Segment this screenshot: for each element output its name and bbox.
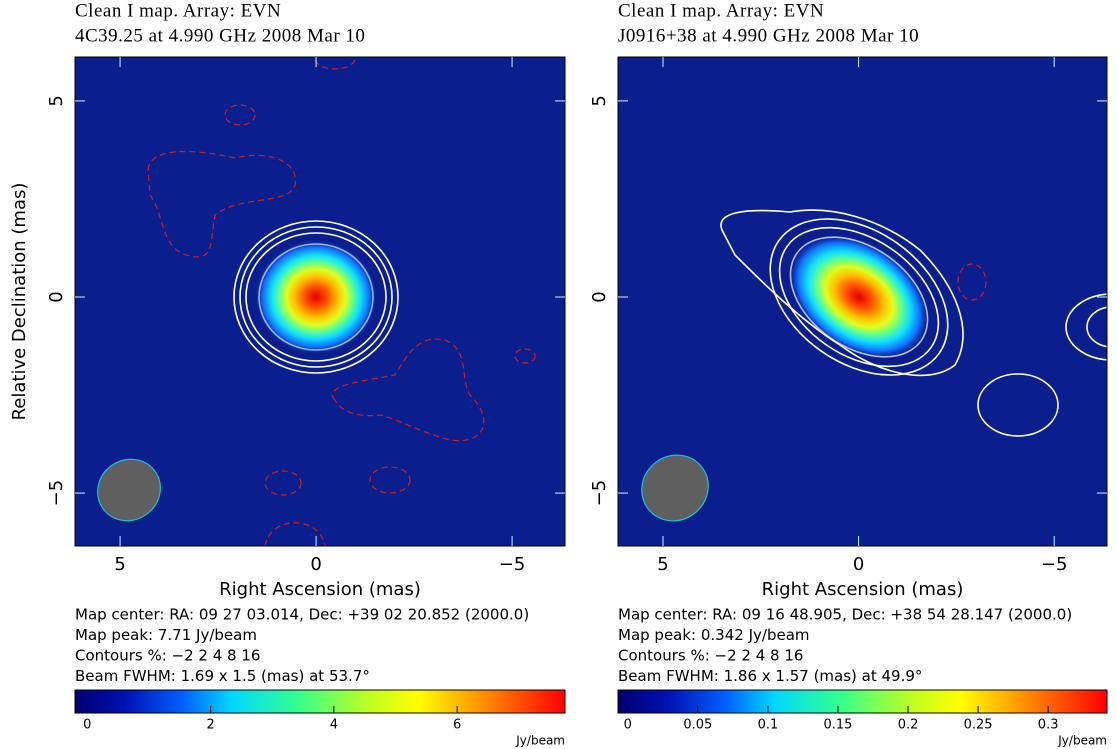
colorbar-tick-label: 4 [330, 718, 338, 733]
y-tick-label: 0 [589, 291, 610, 302]
page: Clean I map. Array: EVN 4C39.25 at 4.990 … [0, 0, 1117, 749]
colorbar-tick-label: 0 [83, 718, 91, 733]
map-image [75, 57, 565, 546]
map-note: Contours %: −2 2 4 8 16 [618, 647, 803, 665]
colorbar-tick-label: 2 [206, 718, 214, 733]
colorbar-tick-label: 0.15 [824, 718, 853, 733]
x-tick-label: 0 [310, 554, 321, 575]
y-tick-label: 5 [589, 95, 610, 106]
map-note: Map peak: 0.342 Jy/beam [618, 626, 810, 644]
colorbar-tick-label: 0.05 [683, 718, 712, 733]
x-tick-label: 5 [657, 554, 668, 575]
subtitle: 4C39.25 at 4.990 GHz 2008 Mar 10 [75, 25, 365, 46]
colorbar-tick-label: 0.1 [758, 718, 779, 733]
y-tick-label: −5 [46, 480, 67, 507]
map-image [618, 57, 1117, 546]
subtitle: J0916+38 at 4.990 GHz 2008 Mar 10 [618, 25, 919, 46]
colorbar-tick-label: 0.25 [964, 718, 993, 733]
colorbar [75, 690, 565, 713]
colorbar [618, 690, 1107, 713]
y-tick-label: 5 [46, 95, 67, 106]
title: Clean I map. Array: EVN [618, 0, 824, 21]
map-note: Contours %: −2 2 4 8 16 [75, 647, 260, 665]
x-tick-label: −5 [499, 554, 526, 575]
colorbar-tick-label: 0.3 [1038, 718, 1059, 733]
map-note: Map peak: 7.71 Jy/beam [75, 626, 257, 644]
y-axis-label: Relative Declination (mas) [9, 183, 30, 421]
colorbar-tick-label: 0 [624, 718, 632, 733]
x-axis-label: Right Ascension (mas) [219, 579, 421, 600]
map-note: Map center: RA: 09 16 48.905, Dec: +38 5… [618, 606, 1072, 624]
x-tick-label: −5 [1041, 554, 1068, 575]
map-note: Map center: RA: 09 27 03.014, Dec: +39 0… [75, 606, 529, 624]
title: Clean I map. Array: EVN [75, 0, 281, 21]
y-tick-label: −5 [589, 480, 610, 507]
colorbar-tick-label: 6 [453, 718, 461, 733]
map-note: Beam FWHM: 1.86 x 1.57 (mas) at 49.9° [618, 667, 922, 685]
colorbar-label: Jy/beam [1057, 734, 1107, 748]
colorbar-tick-label: 0.2 [898, 718, 919, 733]
x-tick-label: 0 [853, 554, 864, 575]
map-note: Beam FWHM: 1.69 x 1.5 (mas) at 53.7° [75, 667, 370, 685]
y-tick-label: 0 [46, 291, 67, 302]
x-tick-label: 5 [114, 554, 125, 575]
colorbar-label: Jy/beam [515, 734, 565, 748]
x-axis-label: Right Ascension (mas) [762, 579, 964, 600]
